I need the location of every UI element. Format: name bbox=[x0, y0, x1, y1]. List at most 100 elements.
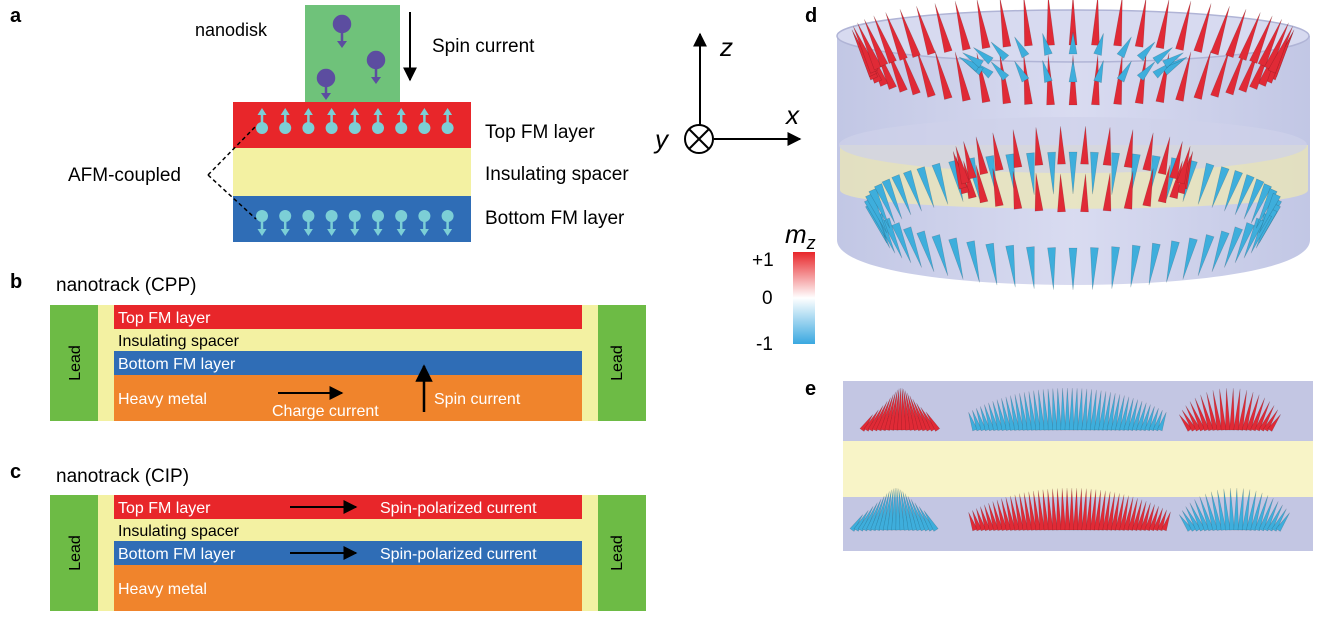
spin-cone bbox=[1123, 398, 1134, 431]
spin-cone bbox=[1090, 151, 1099, 195]
spin-cone bbox=[975, 164, 989, 204]
spin-cone bbox=[1211, 166, 1230, 208]
spin-cone bbox=[899, 9, 921, 59]
spin-cone bbox=[891, 222, 912, 264]
spin-cone bbox=[1140, 502, 1151, 532]
spin-cone bbox=[1225, 46, 1247, 96]
spin-cone bbox=[1219, 388, 1227, 431]
spin-cone bbox=[1271, 508, 1287, 532]
spin-cone bbox=[1023, 392, 1033, 431]
spin-cone bbox=[886, 488, 894, 531]
spin-cone bbox=[1093, 489, 1102, 531]
spin-cone bbox=[1068, 59, 1078, 83]
spin-cone bbox=[916, 166, 935, 208]
right-lead-label: Lead bbox=[609, 345, 626, 381]
spin-cone bbox=[1152, 409, 1163, 432]
spin-cone bbox=[907, 496, 922, 532]
spin-cone bbox=[871, 401, 888, 432]
spin-cone bbox=[888, 389, 898, 431]
spin-cone bbox=[1057, 173, 1066, 213]
mz-colorbar: mz +1 0 -1 bbox=[752, 219, 816, 355]
spin-cone bbox=[1181, 510, 1197, 532]
spin-cone bbox=[1169, 141, 1183, 180]
insulating-spacer bbox=[233, 148, 471, 196]
spin-cone bbox=[1077, 388, 1083, 431]
spin-cone bbox=[1102, 392, 1111, 431]
spin-cone bbox=[1250, 492, 1263, 531]
spin-cone bbox=[1136, 61, 1156, 82]
heavy-metal-layer bbox=[114, 565, 582, 611]
spin-cone bbox=[1189, 401, 1206, 432]
top-spins bbox=[256, 108, 454, 134]
spin-cone bbox=[1005, 153, 1016, 197]
spin-cone bbox=[968, 412, 978, 432]
spin-cone bbox=[1077, 488, 1083, 531]
spin-cone bbox=[1140, 404, 1151, 432]
spin-cone bbox=[1005, 244, 1016, 288]
spin-cone bbox=[1258, 192, 1281, 234]
spin-cone bbox=[899, 46, 921, 96]
spin-cone bbox=[1267, 414, 1281, 432]
layer-spin bbox=[372, 108, 384, 134]
spin-cone bbox=[1081, 388, 1088, 431]
spin-cone bbox=[1046, 0, 1055, 46]
layer-spin bbox=[279, 108, 292, 134]
bottom-fm-label: Bottom FM layer bbox=[118, 356, 236, 373]
spin-cone bbox=[1197, 162, 1215, 205]
spin-cone bbox=[902, 170, 922, 212]
spin-cone bbox=[1057, 126, 1066, 165]
spin-cone bbox=[904, 493, 918, 532]
top-fm-layer bbox=[114, 305, 582, 329]
afm-link-top bbox=[207, 125, 257, 176]
spin-cone bbox=[874, 493, 888, 532]
spin-cone bbox=[1072, 388, 1079, 431]
spin-cone bbox=[1178, 414, 1193, 432]
spin-cone bbox=[849, 514, 864, 532]
spin-cone bbox=[1089, 489, 1097, 531]
layer-spin bbox=[441, 210, 454, 236]
spin-cone bbox=[1206, 392, 1219, 431]
spin-cone bbox=[1042, 33, 1053, 56]
spin-cone bbox=[962, 52, 984, 69]
spin-cone bbox=[1080, 173, 1089, 213]
left-lead bbox=[50, 305, 98, 421]
coordinate-axes: z x y bbox=[653, 32, 802, 154]
right-lead-spacer bbox=[582, 305, 598, 421]
spin-cone bbox=[1005, 396, 1016, 431]
spin-cone bbox=[1060, 388, 1067, 431]
spin-cone bbox=[1098, 490, 1106, 531]
spin-current-label: Spin current bbox=[434, 391, 521, 408]
spin-cone bbox=[1028, 391, 1037, 431]
spin-cone bbox=[1223, 488, 1231, 531]
spin-cone bbox=[1148, 242, 1161, 286]
spin-cone bbox=[1152, 507, 1164, 532]
spin-cone bbox=[992, 168, 1004, 207]
layer-spin bbox=[418, 108, 431, 134]
spin-cone bbox=[975, 508, 987, 532]
spin-cone bbox=[891, 174, 912, 216]
spin-cone bbox=[1136, 41, 1156, 62]
layer-spin bbox=[348, 108, 361, 134]
spin-cone bbox=[865, 192, 888, 234]
spin-cone bbox=[1241, 489, 1251, 531]
panel-d-render bbox=[836, 0, 1310, 291]
panel-a: nanodisk Spin current Top FM layer Insul… bbox=[68, 5, 629, 242]
spin-cone bbox=[990, 41, 1010, 62]
spin-cone bbox=[863, 19, 889, 68]
spin-cone bbox=[857, 506, 874, 532]
spin-cone bbox=[1064, 387, 1071, 431]
spin-cone bbox=[1068, 487, 1075, 531]
spin-cone bbox=[1001, 398, 1012, 431]
spin-cone bbox=[1093, 60, 1104, 83]
spin-cone bbox=[1091, 0, 1100, 46]
top-fm-label: Top FM layer bbox=[118, 500, 211, 517]
colorbar-min: -1 bbox=[756, 334, 773, 355]
spin-cone bbox=[955, 146, 970, 185]
spin-cone bbox=[1234, 174, 1255, 216]
spin-cone bbox=[948, 237, 964, 280]
layer-spin bbox=[395, 108, 408, 134]
spin-cone bbox=[984, 404, 995, 432]
spin-cone bbox=[873, 183, 896, 224]
spin-cones-side bbox=[849, 387, 1290, 532]
spin-cone bbox=[1010, 395, 1020, 431]
